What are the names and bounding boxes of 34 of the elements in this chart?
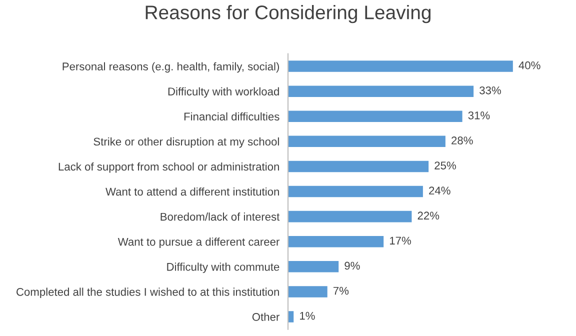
data-label: 25%	[434, 162, 456, 170]
data-label: 17%	[390, 236, 411, 245]
data-label: 7%	[333, 286, 349, 295]
data-label: 33%	[480, 86, 501, 94]
y-tick-label: Want to attend a different institution	[106, 187, 279, 196]
data-label: 1%	[300, 312, 315, 320]
y-tick-label: Boredom/lack of interest	[160, 212, 280, 221]
y-tick-label: Strike or other disruption at my school	[94, 137, 279, 148]
data-label: 22%	[418, 212, 440, 220]
chart-title: Reasons for Considering Leaving	[146, 5, 431, 24]
data-label: 40%	[518, 61, 540, 70]
bar	[288, 110, 462, 122]
y-tick-label: Personal reasons (e.g. health, family, social)	[62, 62, 279, 73]
bar	[288, 286, 328, 298]
y-tick-label: Lack of support from school or administration	[58, 162, 279, 173]
bar	[288, 261, 339, 272]
data-label: 31%	[468, 111, 490, 120]
data-label: 28%	[452, 136, 473, 144]
data-label: 9%	[344, 262, 360, 270]
bar	[288, 86, 474, 97]
y-tick-label: Want to pursue a different career	[118, 238, 280, 248]
bar	[288, 160, 429, 172]
y-tick-label: Difficulty with commute	[167, 262, 280, 273]
bar	[288, 136, 446, 148]
bar	[288, 236, 384, 248]
y-tick-label: Difficulty with workload	[168, 87, 279, 98]
data-label: 24%	[429, 186, 450, 194]
y-tick-label: Other	[252, 312, 280, 321]
y-tick-label: Completed all the studies I wished to at this institution	[16, 288, 279, 298]
bar	[288, 60, 513, 72]
y-tick-label: Financial difficulties	[184, 112, 280, 121]
bar	[288, 210, 412, 222]
bar	[288, 311, 294, 322]
bar	[288, 186, 423, 198]
